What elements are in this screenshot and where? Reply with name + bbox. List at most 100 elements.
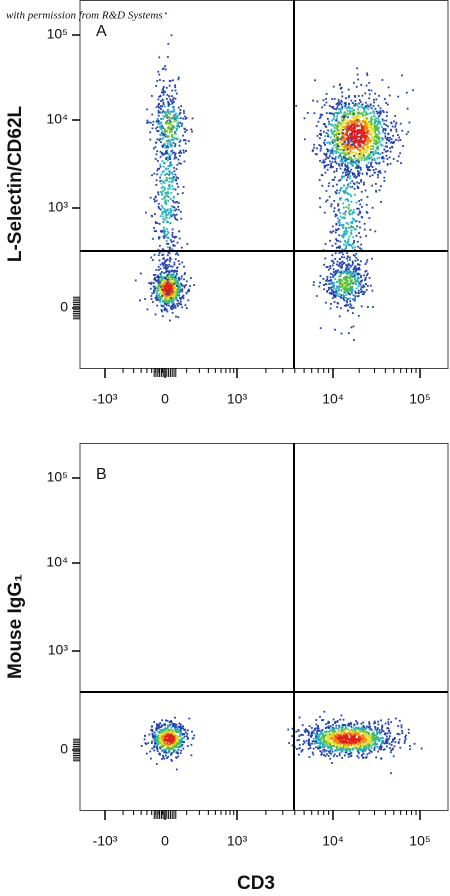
event-dot [345, 244, 348, 247]
event-dot [391, 145, 393, 148]
event-dot [381, 156, 384, 158]
event-dot [367, 739, 369, 741]
event-dot [332, 732, 335, 735]
event-dot [171, 284, 174, 287]
event-dot [337, 163, 340, 165]
event-dot [371, 118, 374, 121]
event-dot [161, 146, 164, 148]
event-dot [364, 279, 366, 282]
event-dot [361, 279, 363, 282]
event-dot [331, 254, 334, 257]
event-dot [157, 266, 160, 268]
event-dot [342, 227, 345, 229]
event-dot [339, 271, 341, 273]
event-dot [330, 163, 332, 165]
event-dot [323, 284, 325, 286]
event-dot [180, 283, 183, 285]
event-dot [157, 120, 160, 122]
event-dot [346, 286, 349, 289]
event-dot [372, 169, 375, 171]
event-dot [338, 730, 341, 733]
event-dot [384, 732, 387, 734]
event-dot [152, 120, 155, 123]
event-dot [352, 298, 354, 301]
event-dot [349, 286, 352, 289]
event-dot [161, 91, 163, 94]
event-dot [153, 746, 155, 749]
event-dot [354, 729, 357, 732]
event-dot [355, 726, 357, 729]
event-dot [366, 132, 369, 135]
event-dot [173, 290, 176, 293]
event-dot [295, 104, 298, 107]
event-dot [331, 289, 334, 292]
event-dot [397, 134, 399, 136]
event-dot [332, 138, 334, 141]
event-dot [167, 243, 170, 245]
event-dot [343, 270, 346, 273]
event-dot [323, 164, 326, 167]
event-dot [343, 232, 346, 234]
event-dot [374, 726, 377, 728]
event-dot [168, 736, 171, 739]
event-dot [156, 304, 159, 307]
event-dot [175, 768, 178, 771]
event-dot [321, 114, 324, 116]
event-dot [184, 731, 187, 734]
event-dot [187, 729, 189, 732]
event-dot [177, 752, 179, 755]
event-dot [177, 177, 179, 179]
event-dot [168, 184, 171, 186]
event-dot [353, 743, 355, 746]
event-dot [340, 187, 343, 189]
event-dot [355, 162, 357, 165]
event-dot [337, 139, 339, 141]
event-dot [176, 740, 179, 742]
event-dot [166, 292, 168, 294]
event-dot [160, 743, 163, 745]
event-dot [162, 115, 165, 117]
event-dot [344, 159, 347, 162]
event-dot [375, 190, 378, 193]
event-dot [364, 117, 366, 119]
event-dot [360, 156, 363, 158]
event-dot [343, 212, 346, 215]
event-dot [335, 747, 338, 750]
event-dot [330, 130, 333, 132]
event-dot [183, 741, 185, 743]
event-dot [176, 727, 179, 730]
event-dot [345, 284, 348, 287]
event-dot [370, 89, 373, 92]
event-dot [174, 236, 176, 239]
event-dot [321, 719, 323, 722]
event-dot [337, 131, 340, 133]
event-dot [182, 294, 185, 297]
event-dot [327, 157, 330, 159]
event-dot [384, 170, 387, 173]
event-dot [339, 283, 341, 285]
event-dot [339, 198, 341, 201]
event-dot [154, 276, 156, 279]
event-dot [153, 749, 156, 752]
event-dot [174, 276, 176, 279]
event-dot [168, 300, 171, 303]
event-dot [159, 738, 161, 741]
event-dot [342, 206, 345, 209]
event-dot [170, 215, 173, 217]
event-dot [380, 731, 382, 734]
event-dot [356, 133, 359, 135]
event-dot [341, 746, 344, 749]
event-dot [163, 289, 166, 292]
event-dot [167, 265, 170, 268]
event-dot [342, 171, 344, 174]
event-dot [157, 254, 160, 257]
event-dot [176, 272, 178, 275]
event-dot [332, 718, 335, 721]
event-dot [327, 185, 330, 187]
event-dot [329, 150, 332, 153]
event-dot [352, 217, 354, 220]
event-dot [345, 747, 348, 750]
event-dot [358, 736, 360, 738]
event-dot [164, 199, 167, 201]
event-dot [170, 301, 173, 304]
